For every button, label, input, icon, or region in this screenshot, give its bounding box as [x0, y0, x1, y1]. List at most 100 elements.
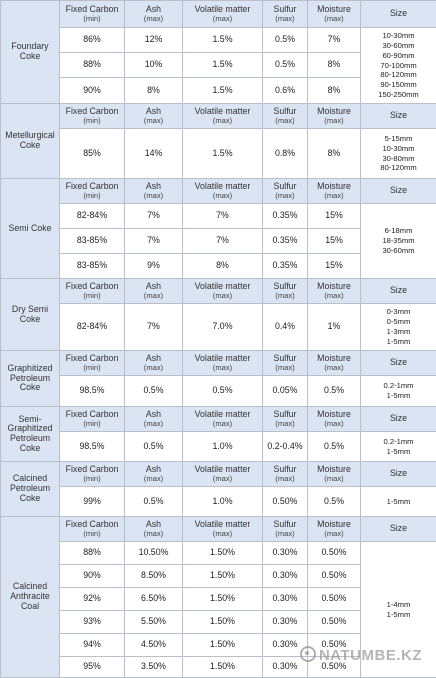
size-item: 18-35mm	[362, 236, 435, 246]
header-size: Size	[361, 351, 436, 376]
header-sulfur: Sulfur(max)	[263, 351, 308, 376]
cell-moisture: 7%	[308, 28, 361, 53]
product-name: Metellurgical Coke	[1, 104, 60, 179]
header-fixed-carbon: Fixed Carbon(min)	[60, 104, 125, 129]
header-qualifier: (max)	[264, 192, 306, 200]
size-item: 1-5mm	[362, 447, 435, 457]
header-label: Moisture	[317, 519, 351, 529]
cell-volatile-matter: 1.5%	[183, 53, 263, 78]
cell-moisture: 15%	[308, 229, 361, 254]
cell-moisture: 0.50%	[308, 611, 361, 634]
header-label: Moisture	[317, 353, 351, 363]
header-ash: Ash(max)	[125, 351, 183, 376]
size-item: 150-250mm	[362, 90, 435, 100]
header-label: Fixed Carbon	[66, 519, 119, 529]
cell-sulfur: 0.30%	[263, 542, 308, 565]
header-qualifier: (max)	[309, 15, 359, 23]
cell-moisture: 0.50%	[308, 565, 361, 588]
header-label: Ash	[146, 106, 161, 116]
header-label: Ash	[146, 519, 161, 529]
cell-sulfur: 0.30%	[263, 565, 308, 588]
cell-volatile-matter: 1.0%	[183, 487, 263, 517]
cell-moisture: 8%	[308, 78, 361, 104]
header-qualifier: (max)	[309, 420, 359, 428]
header-qualifier: (max)	[309, 192, 359, 200]
size-item: 60-90mm	[362, 51, 435, 61]
header-label: Volatile matter	[195, 106, 251, 116]
size-item: 0.2-1mm	[362, 381, 435, 391]
header-label: Ash	[146, 464, 161, 474]
header-label: Volatile matter	[195, 409, 251, 419]
cell-moisture: 1%	[308, 304, 361, 351]
header-volatile-matter: Volatile matter(max)	[183, 407, 263, 432]
cell-ash: 9%	[125, 254, 183, 279]
header-label: Fixed Carbon	[66, 106, 119, 116]
cell-fixed-carbon: 83-85%	[60, 229, 125, 254]
header-label: Moisture	[317, 4, 351, 14]
header-size: Size	[361, 462, 436, 487]
product-name: Dry Semi Coke	[1, 279, 60, 351]
header-size: Size	[361, 104, 436, 129]
cell-volatile-matter: 1.0%	[183, 432, 263, 462]
size-item: 0-5mm	[362, 317, 435, 327]
header-volatile-matter: Volatile matter(max)	[183, 462, 263, 487]
header-moisture: Moisture(max)	[308, 462, 361, 487]
header-qualifier: (max)	[264, 530, 306, 538]
header-qualifier: (max)	[126, 475, 181, 483]
header-qualifier: (min)	[61, 192, 123, 200]
header-volatile-matter: Volatile matter(max)	[183, 517, 263, 542]
header-qualifier: (max)	[264, 475, 306, 483]
header-label: Sulfur	[274, 409, 297, 419]
header-fixed-carbon: Fixed Carbon(min)	[60, 517, 125, 542]
header-volatile-matter: Volatile matter(max)	[183, 279, 263, 304]
header-qualifier: (max)	[264, 420, 306, 428]
cell-sulfur: 0.4%	[263, 304, 308, 351]
header-fixed-carbon: Fixed Carbon(min)	[60, 1, 125, 28]
cell-fixed-carbon: 95%	[60, 657, 125, 678]
header-label: Sulfur	[274, 519, 297, 529]
header-qualifier: (max)	[309, 117, 359, 125]
header-moisture: Moisture(max)	[308, 104, 361, 129]
cell-ash: 0.5%	[125, 432, 183, 462]
header-size: Size	[361, 407, 436, 432]
cell-ash: 10%	[125, 53, 183, 78]
header-label: Volatile matter	[195, 4, 251, 14]
header-ash: Ash(max)	[125, 517, 183, 542]
size-item: 6-18mm	[362, 226, 435, 236]
cell-volatile-matter: 1.5%	[183, 28, 263, 53]
cell-moisture: 8%	[308, 53, 361, 78]
cell-ash: 7%	[125, 229, 183, 254]
cell-sulfur: 0.8%	[263, 129, 308, 179]
cell-fixed-carbon: 90%	[60, 565, 125, 588]
size-item: 1-5mm	[362, 391, 435, 401]
header-moisture: Moisture(max)	[308, 407, 361, 432]
header-qualifier: (min)	[61, 475, 123, 483]
watermark-text: NATUMBE.KZ	[319, 647, 422, 664]
cell-volatile-matter: 7.0%	[183, 304, 263, 351]
cell-fixed-carbon: 99%	[60, 487, 125, 517]
header-volatile-matter: Volatile matter(max)	[183, 179, 263, 204]
cell-fixed-carbon: 82-84%	[60, 304, 125, 351]
cell-sulfur: 0.05%	[263, 376, 308, 407]
header-sulfur: Sulfur(max)	[263, 104, 308, 129]
cell-fixed-carbon: 98.5%	[60, 376, 125, 407]
header-qualifier: (max)	[184, 420, 261, 428]
cell-ash: 12%	[125, 28, 183, 53]
header-label: Volatile matter	[195, 464, 251, 474]
header-ash: Ash(max)	[125, 279, 183, 304]
size-item: 5-15mm	[362, 134, 435, 144]
header-qualifier: (max)	[184, 192, 261, 200]
size-item: 30-80mm	[362, 154, 435, 164]
cell-moisture: 0.5%	[308, 487, 361, 517]
product-name: Calcined Petroleum Coke	[1, 462, 60, 517]
cell-ash: 14%	[125, 129, 183, 179]
